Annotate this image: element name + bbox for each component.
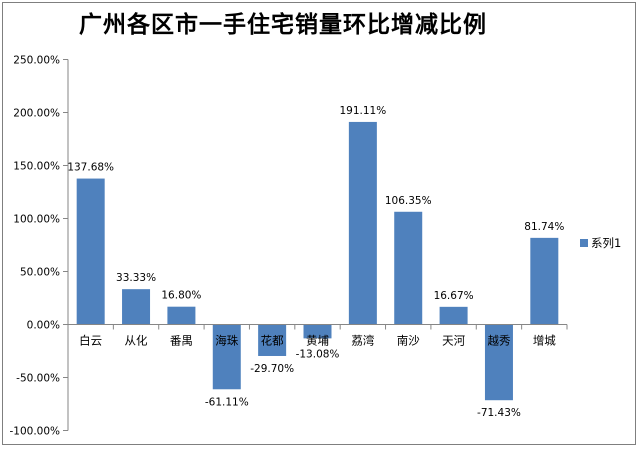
bar-增城 — [530, 237, 559, 325]
chart-frame: 广州各区市一手住宅销量环比增减比例 — [2, 2, 636, 445]
bar-白云 — [76, 178, 105, 325]
bar-海珠 — [212, 324, 241, 390]
data-label: -61.11% — [205, 396, 249, 408]
category-label: 增城 — [533, 334, 556, 348]
legend-swatch — [580, 239, 588, 247]
y-tick-label: 0.00% — [27, 320, 60, 332]
y-tick-label: -50.00% — [16, 373, 60, 385]
data-label: -71.43% — [477, 407, 521, 419]
category-label: 白云 — [79, 334, 102, 348]
legend-label: 系列1 — [591, 236, 621, 250]
data-label: 33.33% — [116, 272, 156, 284]
data-label: 16.80% — [161, 290, 201, 302]
data-label: 191.11% — [340, 105, 387, 117]
category-label: 天河 — [442, 334, 465, 348]
y-tick-label: -100.00% — [9, 426, 60, 438]
category-label: 黄埔 — [306, 334, 329, 348]
bar-番禺 — [167, 306, 196, 325]
data-label: 137.68% — [67, 162, 114, 174]
bar-黄埔 — [303, 324, 332, 339]
data-label: 106.35% — [385, 195, 432, 207]
category-label: 荔湾 — [351, 334, 374, 348]
y-tick-label: 200.00% — [13, 108, 60, 120]
bar-花都 — [258, 324, 287, 356]
bar-越秀 — [484, 324, 513, 401]
bar-从化 — [122, 289, 151, 325]
bar-南沙 — [394, 211, 423, 325]
data-label: -13.08% — [296, 349, 340, 361]
y-tick-label: 100.00% — [13, 214, 60, 226]
bar-荔湾 — [348, 121, 377, 325]
category-label: 海珠 — [215, 334, 238, 348]
y-tick-label: 50.00% — [20, 267, 60, 279]
category-label: 南沙 — [397, 334, 420, 348]
data-label: -29.70% — [250, 363, 294, 375]
category-label: 花都 — [261, 334, 284, 348]
category-label: 越秀 — [487, 334, 510, 348]
data-label: 16.67% — [434, 290, 474, 302]
chart-title: 广州各区市一手住宅销量环比增减比例 — [79, 12, 487, 38]
y-tick-label: 150.00% — [13, 161, 60, 173]
data-label: 81.74% — [524, 221, 564, 233]
category-label: 从化 — [125, 334, 148, 348]
bar-天河 — [439, 306, 468, 325]
category-label: 番禺 — [170, 334, 193, 348]
y-tick-label: 250.00% — [13, 55, 60, 67]
